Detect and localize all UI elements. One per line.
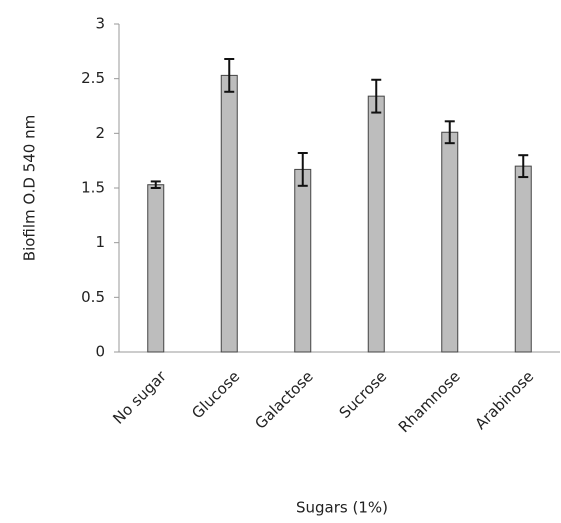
error-bar (518, 154, 529, 179)
error-bar (371, 78, 382, 114)
bar (220, 74, 238, 353)
error-bar (444, 120, 455, 145)
x-axis-title: Sugars (1%) (296, 499, 388, 517)
x-tick-label: Arabinose (471, 367, 537, 433)
y-axis-title: Biofilm O.D 540 nm (21, 115, 39, 261)
error-bar (297, 152, 308, 187)
bar (147, 184, 165, 353)
bar (441, 131, 459, 353)
y-tick-label: 2 (95, 124, 105, 142)
error-bar (224, 57, 235, 93)
x-tick-label: Glucose (188, 367, 243, 422)
y-tick-label: 0 (95, 343, 105, 361)
y-tick-label: 1 (95, 233, 105, 251)
x-tick-label: Rhamnose (395, 367, 464, 436)
y-tick-label: 0.5 (81, 288, 105, 306)
bar (367, 95, 385, 353)
x-tick-label: No sugar (109, 367, 170, 428)
error-bar (150, 180, 161, 189)
x-tick-label: Galactose (251, 367, 316, 432)
y-tick-label: 2.5 (81, 69, 105, 87)
y-tick-label: 1.5 (81, 179, 105, 197)
y-tick-label: 3 (95, 15, 105, 33)
bar (294, 168, 312, 353)
bar (514, 165, 532, 353)
x-tick-label: Sucrose (336, 367, 391, 422)
